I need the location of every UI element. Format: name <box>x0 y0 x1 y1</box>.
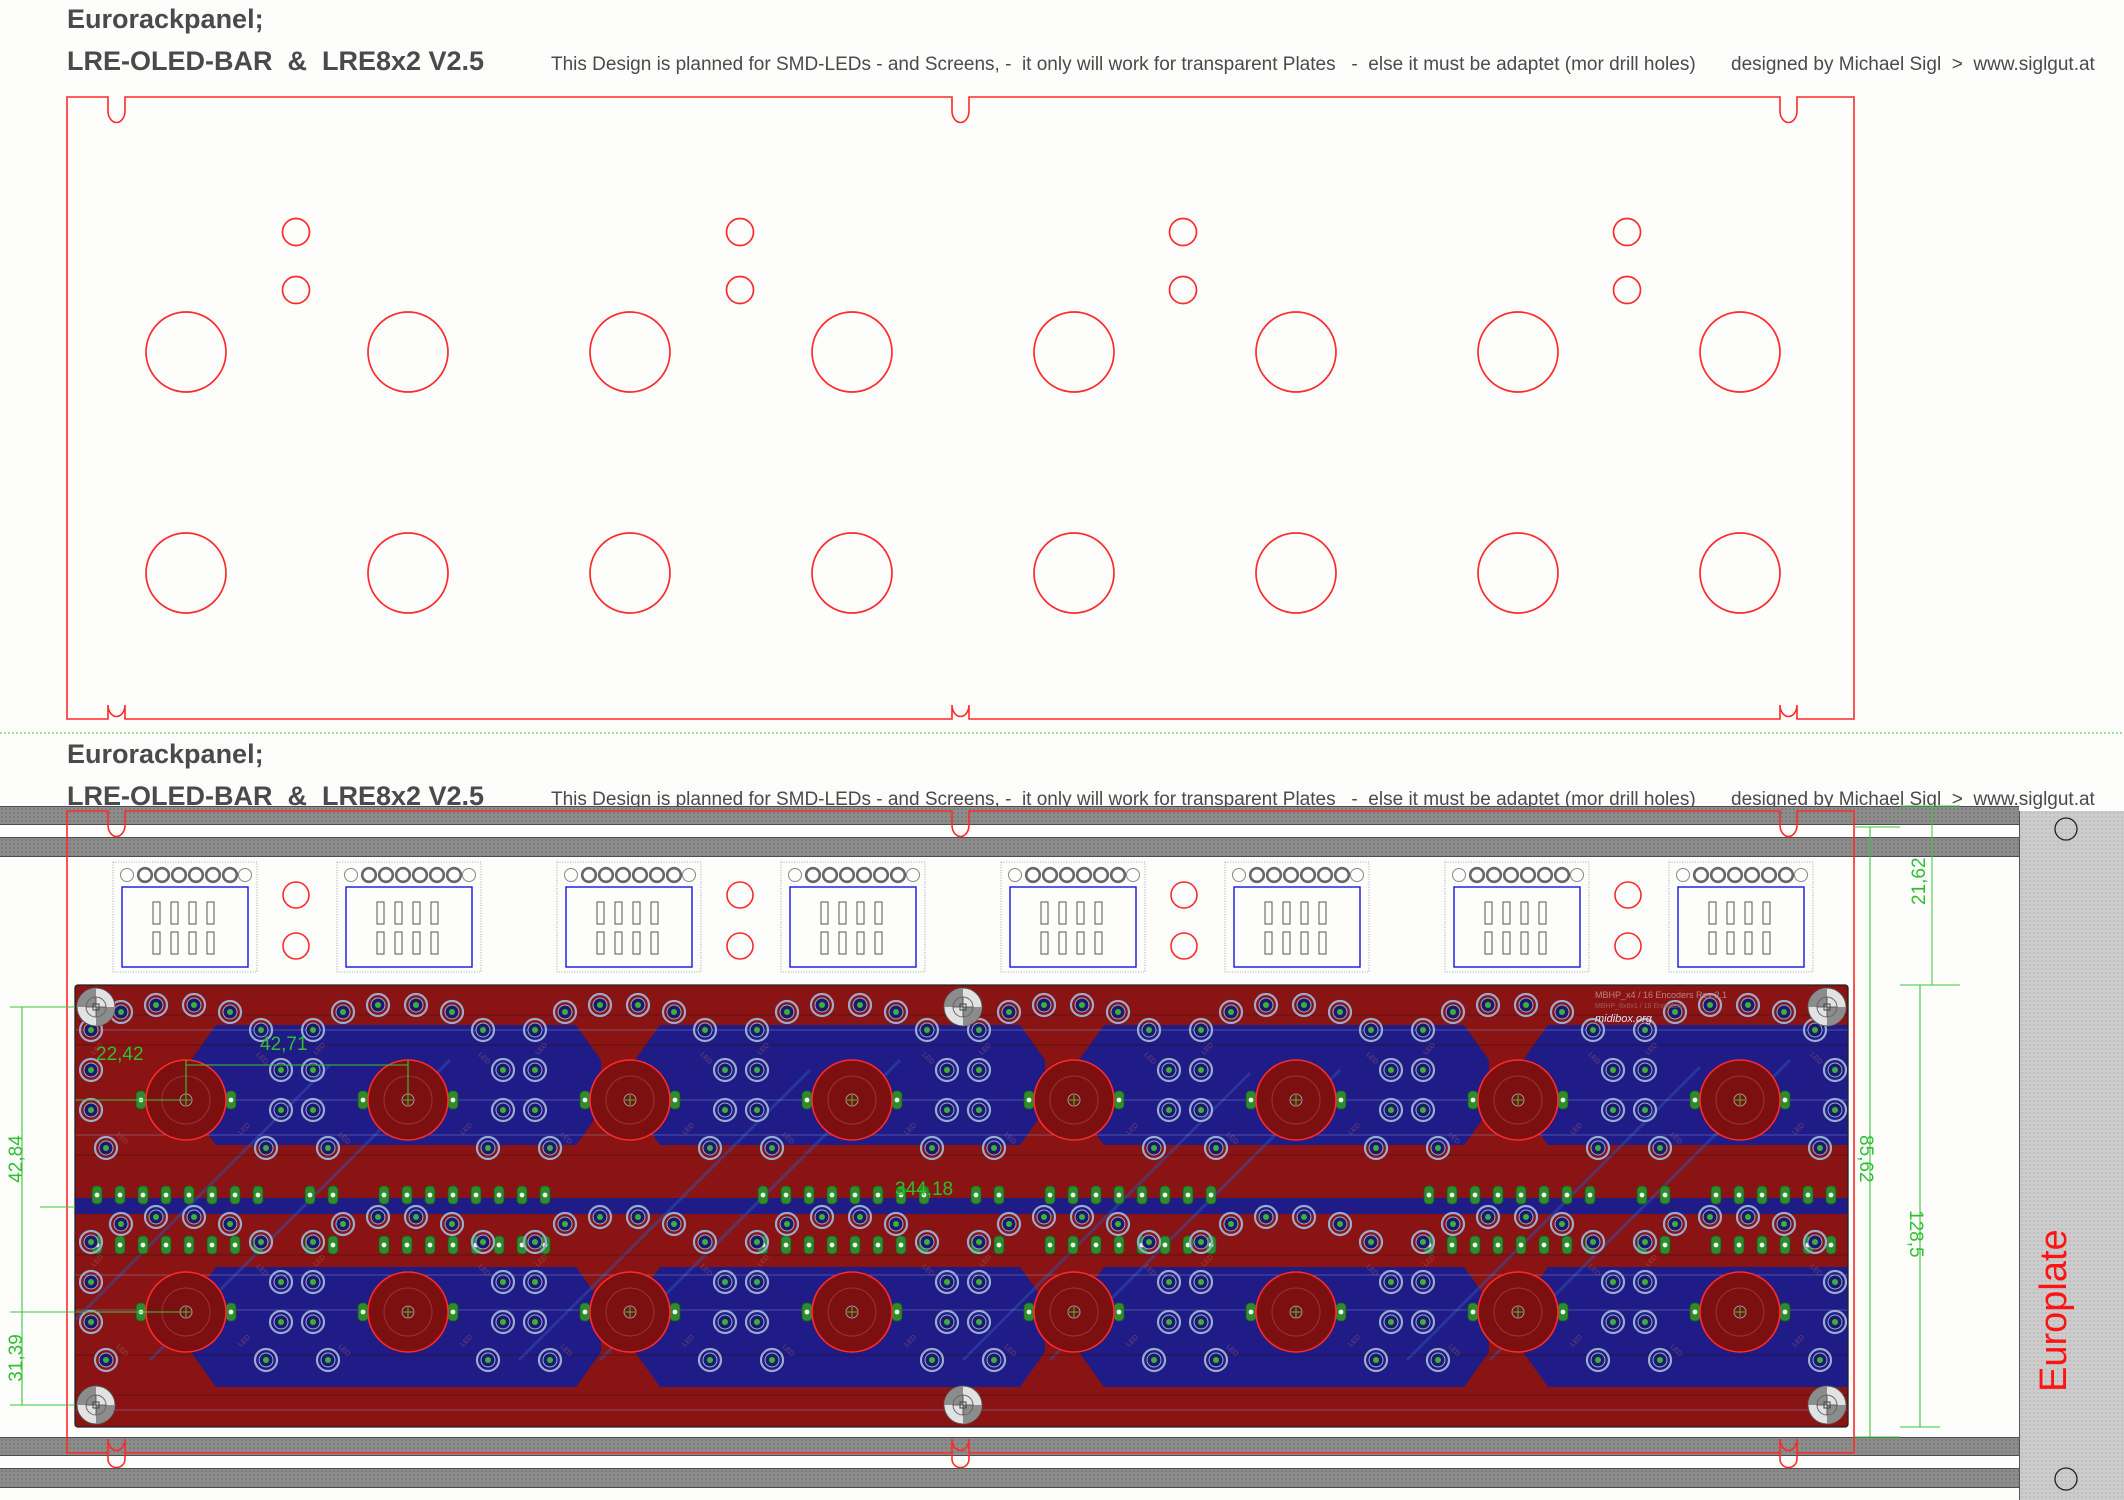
svg-text:128,5: 128,5 <box>1905 1210 1926 1258</box>
svg-text:42,84: 42,84 <box>6 1135 27 1183</box>
svg-text:midibox.org: midibox.org <box>1595 1013 1653 1025</box>
svg-text:Europlate: Europlate <box>2033 1229 2075 1392</box>
svg-text:42,71: 42,71 <box>260 1034 308 1055</box>
svg-text:85,62: 85,62 <box>1855 1135 1876 1183</box>
svg-text:MBHP_x4 / 16 Encoders Rev 2.1: MBHP_x4 / 16 Encoders Rev 2.1 <box>1595 990 1727 1000</box>
svg-text:22,42: 22,42 <box>96 1044 144 1065</box>
svg-text:MBHP_8x8x1 / 16 Encoders: MBHP_8x8x1 / 16 Encoders <box>1595 1003 1683 1010</box>
svg-text:LED: LED <box>51 22 66 37</box>
svg-text:31,39: 31,39 <box>6 1334 27 1382</box>
svg-text:344,18: 344,18 <box>895 1179 953 1200</box>
